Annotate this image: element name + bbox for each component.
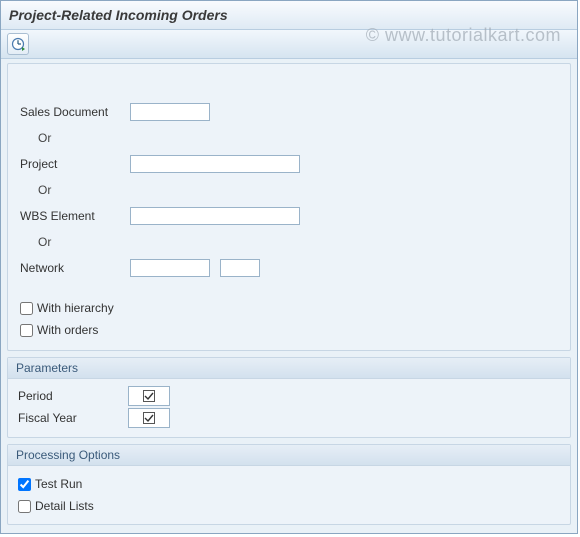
label-sales-document: Sales Document (20, 105, 130, 119)
toolbar (1, 30, 577, 59)
with-hierarchy-checkbox[interactable] (20, 302, 33, 315)
row-fiscal-year: Fiscal Year (18, 407, 560, 429)
test-run-label: Test Run (35, 477, 82, 491)
clock-execute-icon (11, 37, 25, 51)
sales-document-input[interactable] (130, 103, 210, 121)
label-project: Project (20, 157, 130, 171)
label-fiscal-year: Fiscal Year (18, 411, 128, 425)
execute-button[interactable] (7, 33, 29, 55)
or-1: Or (20, 126, 558, 150)
parameters-title: Parameters (8, 358, 570, 379)
app-window: Project-Related Incoming Orders © www.tu… (0, 0, 578, 534)
test-run-checkbox[interactable] (18, 478, 31, 491)
wbs-element-input[interactable] (130, 207, 300, 225)
title-bar: Project-Related Incoming Orders (1, 1, 577, 30)
network-input-1[interactable] (130, 259, 210, 277)
with-orders-checkbox[interactable] (20, 324, 33, 337)
required-check-icon (143, 412, 155, 424)
period-input[interactable] (128, 386, 170, 406)
content-area: Sales Document Or Project Or WBS Element… (1, 59, 577, 537)
row-with-hierarchy: With hierarchy (20, 298, 558, 318)
row-period: Period (18, 385, 560, 407)
or-3: Or (20, 230, 558, 254)
label-wbs: WBS Element (20, 209, 130, 223)
row-with-orders: With orders (20, 320, 558, 340)
page-title: Project-Related Incoming Orders (9, 7, 228, 23)
label-period: Period (18, 389, 128, 403)
network-input-2[interactable] (220, 259, 260, 277)
project-input[interactable] (130, 155, 300, 173)
detail-lists-checkbox[interactable] (18, 500, 31, 513)
row-detail-lists: Detail Lists (18, 496, 560, 516)
processing-options-group: Processing Options Test Run Detail Lists (7, 444, 571, 525)
label-network: Network (20, 261, 130, 275)
parameters-group: Parameters Period Fiscal Year (7, 357, 571, 438)
row-project: Project (20, 152, 558, 176)
row-test-run: Test Run (18, 474, 560, 494)
required-check-icon (143, 390, 155, 402)
detail-lists-label: Detail Lists (35, 499, 94, 513)
with-orders-label: With orders (37, 323, 98, 337)
or-2: Or (20, 178, 558, 202)
with-hierarchy-label: With hierarchy (37, 301, 114, 315)
selection-panel: Sales Document Or Project Or WBS Element… (7, 63, 571, 351)
fiscal-year-input[interactable] (128, 408, 170, 428)
row-sales-document: Sales Document (20, 100, 558, 124)
row-wbs: WBS Element (20, 204, 558, 228)
row-network: Network (20, 256, 558, 280)
processing-options-title: Processing Options (8, 445, 570, 466)
